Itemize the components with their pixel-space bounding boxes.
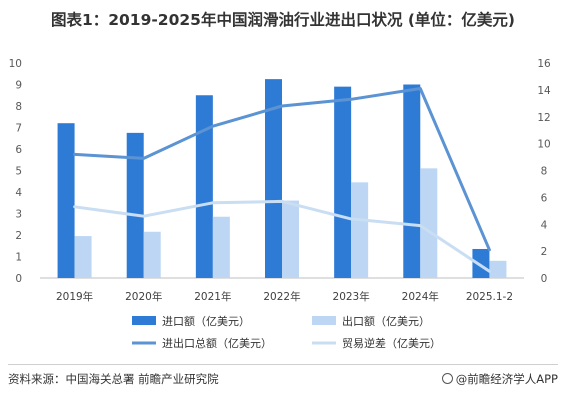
y-right-tick-label: 2 (541, 246, 548, 258)
y-right-tick-label: 6 (541, 192, 548, 204)
y-right-tick-label: 12 (537, 112, 550, 124)
legend-import: 进口额（亿美元） (132, 315, 250, 328)
y-left-tick-label: 10 (9, 58, 22, 70)
y-left-tick-label: 1 (15, 252, 22, 264)
y-right-tick-label: 0 (541, 273, 548, 285)
chart-title: 图表1：2019-2025年中国润滑油行业进出口状况 (单位：亿美元) (50, 11, 516, 29)
y-left-tick-label: 5 (15, 166, 22, 178)
x-tick-label: 2023年 (333, 290, 370, 303)
import-bar (126, 132, 144, 278)
x-tick-label: 2025.1-2 (466, 291, 513, 303)
y-left-tick-label: 4 (15, 187, 22, 199)
brand-credit: @前瞻经济学人APP (441, 371, 558, 387)
export-bar (212, 216, 230, 278)
legend-label: 出口额（亿美元） (342, 314, 430, 328)
total-trade-line (73, 87, 491, 252)
y-left-tick-label: 8 (15, 101, 22, 113)
legend-total: 进出口总额（亿美元） (132, 336, 272, 350)
import-bar (195, 95, 213, 278)
export-bar (489, 260, 507, 278)
y-right-tick-label: 4 (541, 219, 548, 231)
y-left-tick-label: 0 (15, 273, 22, 285)
import-bar (57, 123, 75, 278)
y-right-tick-label: 14 (537, 85, 551, 97)
x-tick-label: 2019年 (56, 290, 93, 303)
x-tick-label: 2021年 (194, 290, 231, 303)
y-left-tick-label: 2 (15, 230, 22, 242)
import-bar (472, 248, 490, 278)
brand-text: @前瞻经济学人APP (455, 372, 558, 386)
import-bar (403, 84, 421, 278)
export-bar (282, 200, 299, 278)
x-tick-label: 2024年 (402, 290, 439, 303)
legend-label: 进口额（亿美元） (162, 315, 250, 328)
export-bar (143, 231, 161, 278)
legend-swatch (312, 316, 336, 325)
footer-divider (8, 364, 558, 365)
legend-label: 进出口总额（亿美元） (162, 336, 272, 350)
x-tick-label: 2022年 (263, 290, 300, 303)
y-right-tick-label: 10 (537, 139, 550, 151)
y-left-tick-label: 7 (15, 123, 22, 135)
x-tick-label: 2020年 (125, 290, 162, 303)
legend-swatch (132, 316, 156, 325)
import-bar (265, 79, 282, 278)
source-note: 资料来源：中国海关总署 前瞻产业研究院 (8, 372, 219, 386)
y-right-tick-label: 16 (537, 58, 551, 70)
export-bar (420, 168, 438, 278)
legend-label: 贸易逆差（亿美元） (342, 336, 441, 350)
legend-deficit: 贸易逆差（亿美元） (312, 336, 441, 350)
y-left-tick-label: 9 (15, 80, 22, 92)
import-bar (334, 86, 352, 279)
y-right-tick-label: 8 (541, 166, 548, 178)
qianzhan-logo-icon (441, 373, 453, 384)
export-bar (351, 182, 369, 278)
export-bar (74, 236, 92, 278)
trade-deficit-line (73, 199, 491, 273)
y-left-tick-label: 6 (15, 144, 22, 156)
legend-export: 出口额（亿美元） (312, 314, 430, 328)
y-left-tick-label: 3 (15, 209, 22, 221)
